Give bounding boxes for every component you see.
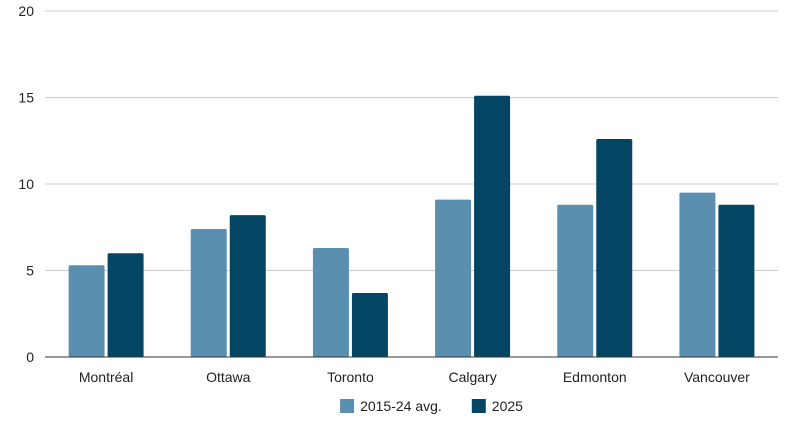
y-tick-label: 15 xyxy=(18,90,34,106)
x-tick-label: Calgary xyxy=(448,369,496,385)
bar-avg xyxy=(190,228,227,357)
x-tick-label: Edmonton xyxy=(563,369,627,385)
y-axis-tick-labels: 0 5 10 15 20 xyxy=(18,3,34,365)
gridlines xyxy=(45,10,778,271)
bar-avg xyxy=(557,204,594,357)
bar-avg xyxy=(679,192,716,357)
legend-label: 2025 xyxy=(492,398,523,414)
x-tick-label: Vancouver xyxy=(684,369,750,385)
legend-swatch xyxy=(340,399,355,413)
x-axis-tick-labels: Montréal Ottawa Toronto Calgary Edmonton Vanc… xyxy=(79,369,750,385)
legend: 2015-24 avg. 2025 xyxy=(340,398,523,414)
x-tick-label: Montréal xyxy=(79,369,133,385)
y-tick-label: 0 xyxy=(26,349,34,365)
bar-2025 xyxy=(474,95,511,358)
bar-avg xyxy=(68,265,105,357)
bar-2025 xyxy=(718,204,755,357)
legend-label: 2015-24 avg. xyxy=(360,398,442,414)
x-tick-label: Toronto xyxy=(327,369,374,385)
bar-2025 xyxy=(107,253,144,357)
y-tick-label: 20 xyxy=(18,3,34,19)
bar-2025 xyxy=(229,215,266,357)
bar-2025 xyxy=(596,139,633,357)
bars xyxy=(68,95,755,358)
bar-2025 xyxy=(351,292,388,357)
y-tick-label: 10 xyxy=(18,176,34,192)
legend-swatch xyxy=(471,399,486,413)
x-tick-label: Ottawa xyxy=(206,369,251,385)
bar-avg xyxy=(312,248,349,357)
y-tick-label: 5 xyxy=(26,263,34,279)
bar-avg xyxy=(435,199,472,357)
